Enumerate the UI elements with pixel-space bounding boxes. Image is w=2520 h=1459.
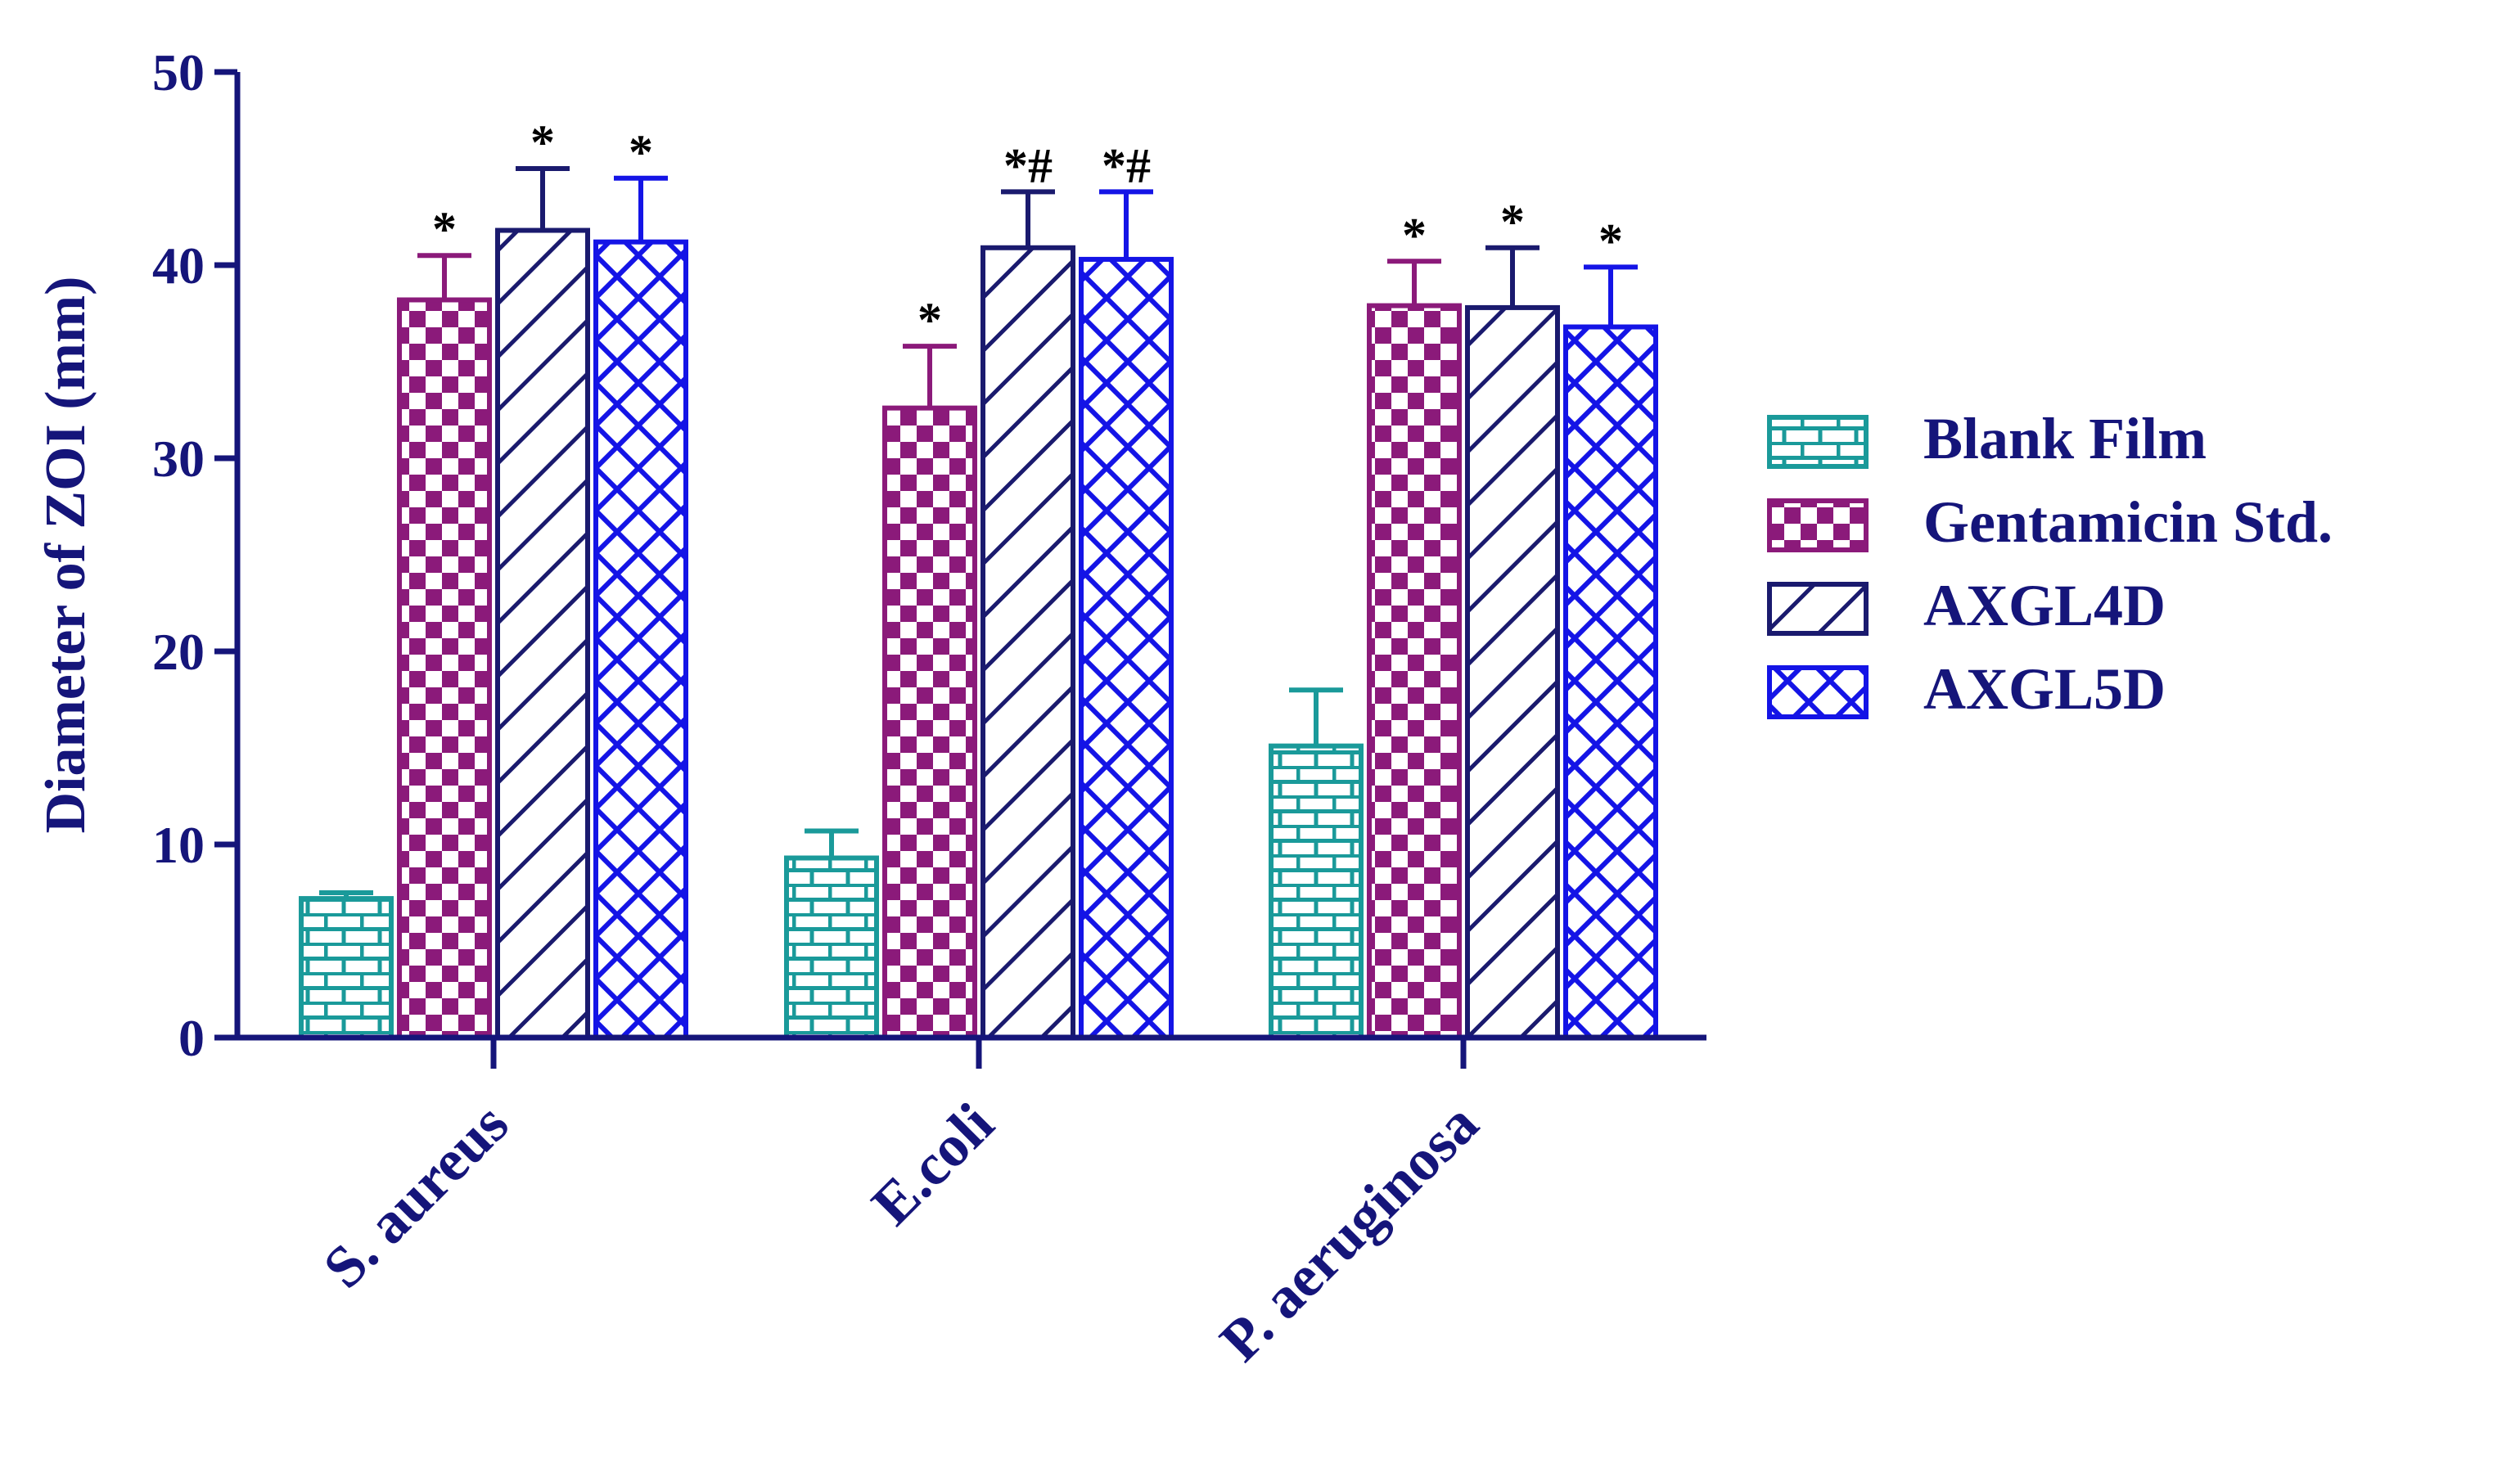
- legend-item-2: AXGL4D: [1767, 573, 2166, 638]
- error-bar-0-0: [319, 890, 373, 899]
- x-category-label-0: S. aureus: [311, 1091, 521, 1301]
- y-axis-title: Diameter of ZOI (mm): [34, 277, 97, 834]
- error-bar-2-0: [516, 166, 570, 231]
- legend: Blank Film Gentamicin Std. AXGL4D AXGL5D: [1767, 406, 2333, 722]
- legend-label-1: Gentamicin Std.: [1923, 489, 2333, 555]
- significance-label-1-0: *: [432, 202, 457, 256]
- bar-3-0: [593, 239, 688, 1040]
- significance-label-3-1: *#: [1102, 138, 1151, 192]
- y-tick-label-4: 40: [152, 236, 205, 295]
- error-bar-2-1: [1001, 189, 1055, 248]
- legend-swatch-1: [1767, 498, 1869, 552]
- legend-item-1: Gentamicin Std.: [1767, 489, 2333, 555]
- error-bar-3-1: [1099, 189, 1153, 259]
- x-category-label-2: P. aeruginosa: [1207, 1091, 1490, 1374]
- error-bar-3-2: [1584, 264, 1638, 327]
- error-bar-1-0: [417, 253, 471, 300]
- bars-layer: [299, 227, 1658, 1041]
- x-category-label-1: E.coli: [859, 1091, 1007, 1238]
- error-bar-0-1: [805, 828, 859, 858]
- error-bar-1-1: [903, 344, 957, 408]
- legend-swatch-3: [1767, 665, 1869, 719]
- legend-label-3: AXGL5D: [1923, 656, 2166, 722]
- legend-swatch-2: [1767, 582, 1869, 636]
- significance-label-2-0: *: [530, 115, 555, 169]
- axes-layer: [214, 69, 1706, 1069]
- y-tick-label-5: 50: [152, 43, 205, 101]
- significance-label-1-2: *: [1402, 208, 1427, 262]
- y-tick-label-3: 30: [152, 430, 205, 488]
- y-tick-label-2: 20: [152, 623, 205, 681]
- legend-swatch-0: [1767, 415, 1869, 469]
- bar-2-1: [981, 245, 1075, 1040]
- bar-1-0: [397, 297, 492, 1041]
- legend-item-0: Blank Film: [1767, 406, 2207, 471]
- error-bar-3-0: [614, 175, 668, 242]
- bar-2-2: [1465, 304, 1560, 1041]
- significance-label-3-2: *: [1598, 214, 1623, 268]
- error-bar-2-2: [1485, 245, 1539, 308]
- bar-3-1: [1079, 256, 1174, 1041]
- significance-label-2-1: *#: [1003, 138, 1053, 192]
- y-tick-label-0: 0: [178, 1009, 205, 1067]
- error-bar-0-2: [1289, 687, 1343, 746]
- legend-item-3: AXGL5D: [1767, 656, 2166, 722]
- legend-label-0: Blank Film: [1923, 406, 2207, 471]
- y-tick-label-1: 10: [152, 816, 205, 874]
- significance-label-3-0: *: [629, 125, 653, 179]
- significance-label-1-1: *: [917, 293, 942, 347]
- significance-label-2-2: *: [1500, 195, 1525, 249]
- legend-label-2: AXGL4D: [1923, 573, 2166, 638]
- bar-0-0: [299, 896, 394, 1040]
- bar-1-1: [882, 405, 977, 1040]
- bar-0-2: [1269, 743, 1364, 1040]
- bar-3-2: [1563, 324, 1658, 1040]
- bar-2-0: [495, 227, 590, 1040]
- bar-0-1: [784, 855, 879, 1041]
- bar-1-2: [1367, 303, 1462, 1040]
- error-bars-layer: [319, 166, 1638, 899]
- error-bar-1-2: [1387, 259, 1441, 306]
